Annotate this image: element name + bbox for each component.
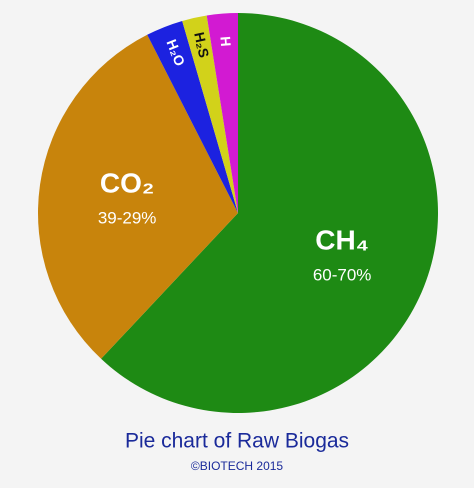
slice-label: CH₄ [315, 225, 369, 256]
slice-label: H [217, 36, 234, 47]
chart-title: Pie chart of Raw Biogas [125, 430, 349, 453]
pie-slice [37, 34, 239, 359]
pie-slice [147, 20, 238, 213]
value-label: 60-70% [313, 266, 372, 285]
slice-label: CO₂ [100, 168, 154, 199]
chart-subtitle: ©BIOTECH 2015 [191, 459, 284, 473]
pie-slice [206, 13, 238, 213]
slice-label: H₂S [191, 31, 212, 60]
pie-slice [101, 13, 438, 413]
value-label: 39-29% [98, 209, 157, 228]
pie-slice [182, 15, 238, 214]
